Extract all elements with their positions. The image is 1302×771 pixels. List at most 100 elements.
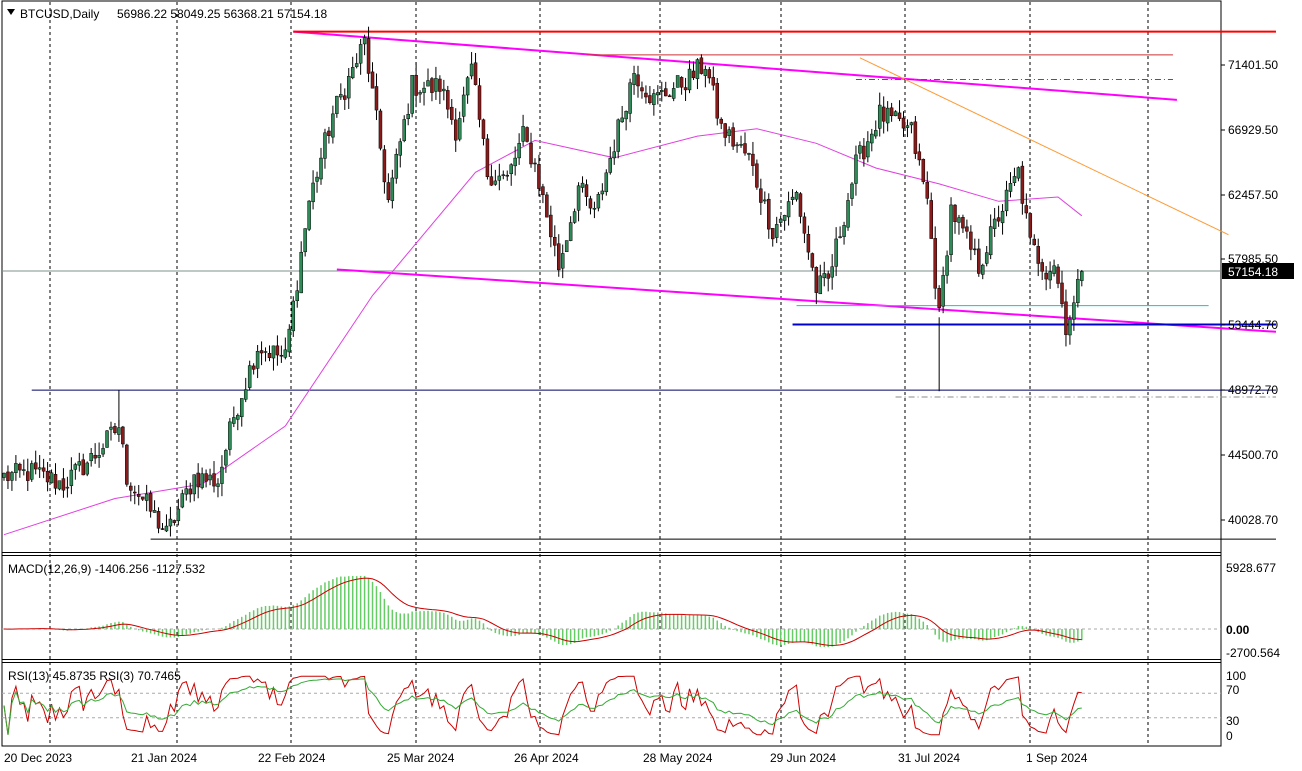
candle-body <box>89 453 93 462</box>
candle-body <box>1056 266 1060 284</box>
candle-body <box>26 471 30 481</box>
candle-body <box>358 44 363 64</box>
rsi-tick: 100 <box>1226 669 1246 683</box>
candle-body <box>1064 301 1068 335</box>
candle-body <box>354 63 359 67</box>
candle-body <box>362 37 367 45</box>
price-tick: 66929.50 <box>1228 123 1278 137</box>
candle-body <box>113 426 117 433</box>
candle-body <box>73 464 78 470</box>
candle-body <box>731 127 735 147</box>
candle-body <box>2 472 6 478</box>
candle-body <box>743 143 747 154</box>
plot-border <box>1 0 1222 747</box>
candle-body <box>57 480 62 490</box>
candle-body <box>29 463 34 480</box>
candle-body <box>18 463 22 471</box>
candle-body <box>232 417 236 424</box>
candle-body <box>620 117 624 123</box>
moving-average <box>3 128 1083 536</box>
candle-body <box>1012 176 1017 183</box>
candle-body <box>1072 302 1076 320</box>
candle-body <box>438 78 442 92</box>
candle-body <box>10 472 14 481</box>
candle-body <box>723 123 727 138</box>
candle-body <box>402 119 406 141</box>
candle-body <box>584 184 589 197</box>
price-axis: 71401.50 66929.50 62457.50 57985.50 5344… <box>1221 58 1294 527</box>
candle-body <box>224 450 228 466</box>
candle-body <box>121 426 125 445</box>
candle-body <box>727 129 731 136</box>
candle-body <box>592 207 597 210</box>
candle-body <box>33 462 38 470</box>
candle-body <box>339 94 343 98</box>
candle-body <box>85 462 89 475</box>
candle-body <box>984 252 989 264</box>
candle-body <box>628 82 632 114</box>
candle-body <box>208 474 212 481</box>
candle-body <box>885 107 890 124</box>
candle-body <box>140 496 145 500</box>
candle-body <box>196 472 200 488</box>
candle-body <box>897 112 902 119</box>
candle-body <box>335 95 339 114</box>
candle-body <box>331 113 335 138</box>
candle-body <box>648 95 652 104</box>
macd-tick: 0.00 <box>1226 623 1250 637</box>
candle-body <box>945 255 949 276</box>
candle-body <box>969 231 973 250</box>
candle-body <box>612 151 616 159</box>
candle-body <box>461 94 466 117</box>
candle-body <box>763 199 767 202</box>
candle-body <box>1004 189 1009 212</box>
candle-body <box>588 198 593 209</box>
candle-body <box>818 275 823 295</box>
candle-body <box>259 350 264 354</box>
candle-body <box>61 478 66 491</box>
candle-body <box>608 158 613 173</box>
ohlc-values: 56986.22 58049.25 56368.21 57154.18 <box>117 7 328 21</box>
current-price-box <box>1222 263 1294 279</box>
candle-body <box>711 77 716 86</box>
dropdown-triangle-icon[interactable] <box>7 9 15 15</box>
candle-body <box>172 520 177 523</box>
candle-body <box>1032 238 1037 246</box>
candle-body <box>834 238 838 267</box>
candle-body <box>307 200 311 230</box>
candle-body <box>374 86 379 111</box>
candle-body <box>814 267 819 293</box>
candle-body <box>616 119 620 152</box>
price-tick: 48972.70 <box>1228 383 1278 397</box>
candle-body <box>624 110 628 120</box>
candle-body <box>905 125 910 128</box>
candle-body <box>319 157 323 180</box>
candle-body <box>105 430 109 448</box>
time-tick: 28 May 2024 <box>643 751 713 765</box>
candle-body <box>517 143 521 159</box>
candle-body <box>1020 165 1025 204</box>
candle-body <box>854 154 858 184</box>
rsi-panel <box>2 675 1221 736</box>
candle-body <box>465 77 470 96</box>
time-tick: 21 Jan 2024 <box>131 751 197 765</box>
candle-body <box>553 236 557 246</box>
candle-body <box>469 63 474 77</box>
candle-body <box>580 182 585 188</box>
candle-body <box>739 143 743 146</box>
price-tick: 53444.70 <box>1228 318 1278 332</box>
candle-body <box>822 273 826 279</box>
candle-body <box>212 473 216 487</box>
drawn-line <box>336 268 1277 333</box>
candle-body <box>350 67 355 79</box>
candle-body <box>604 172 609 193</box>
candle-body <box>953 204 957 222</box>
candle-body <box>652 93 656 105</box>
candle-body <box>778 218 783 223</box>
candle-body <box>600 190 605 195</box>
candle-body <box>941 275 945 307</box>
candle-body <box>679 77 684 88</box>
candle-body <box>1076 278 1080 303</box>
candle-body <box>267 352 272 359</box>
